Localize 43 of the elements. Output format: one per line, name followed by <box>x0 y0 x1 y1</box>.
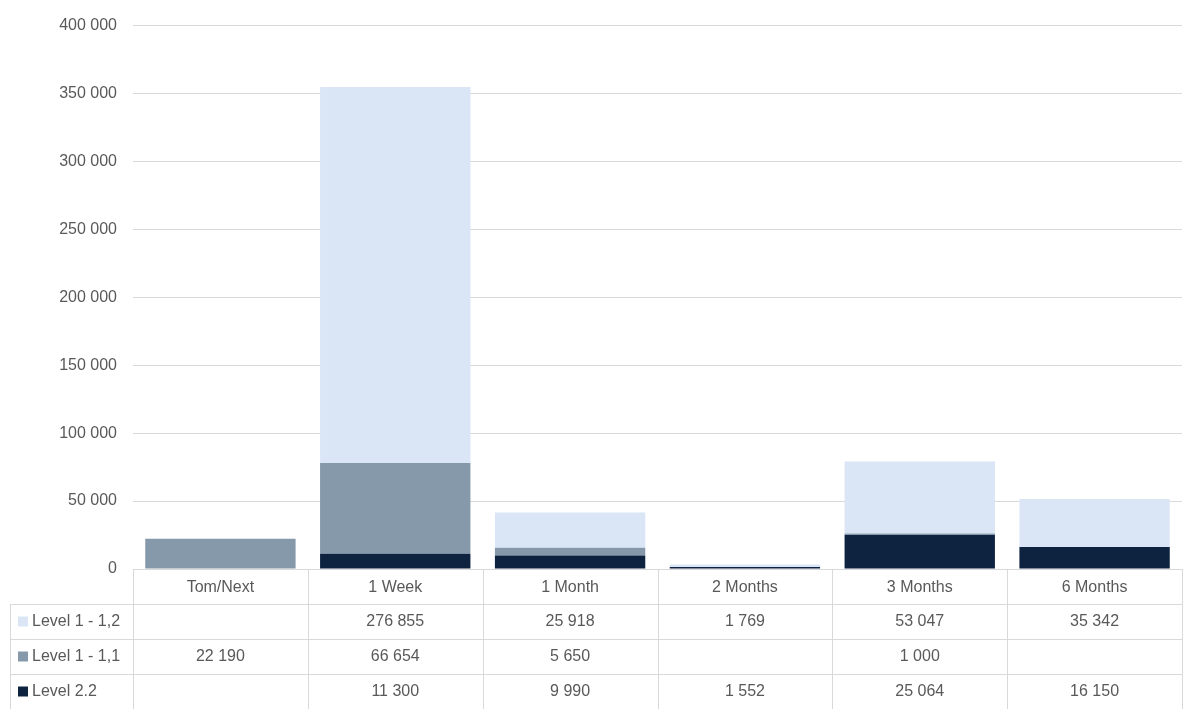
legend-label: Level 2.2 <box>32 681 98 699</box>
y-tick-label: 350 000 <box>59 83 118 101</box>
y-tick-label: 100 000 <box>59 423 118 441</box>
bar <box>494 547 646 556</box>
y-tick-label: 0 <box>108 559 118 577</box>
data-label: 66 654 <box>370 646 420 664</box>
x-tick-label: 2 Months <box>712 578 778 596</box>
bar <box>844 461 995 534</box>
x-tick-label: 1 Month <box>541 578 599 596</box>
bar <box>844 534 995 569</box>
y-tick-label: 150 000 <box>59 355 118 373</box>
bar <box>494 512 646 548</box>
bar <box>1019 547 1170 569</box>
data-label: 11 300 <box>371 681 420 699</box>
bar <box>145 538 296 569</box>
data-label: 25 064 <box>895 681 945 699</box>
y-tick-label: 300 000 <box>59 151 118 169</box>
bar <box>494 555 646 569</box>
x-tick-label: 3 Months <box>886 578 953 596</box>
bar <box>1019 499 1170 548</box>
x-tick-label: Tom/Next <box>186 578 255 596</box>
y-tick-label: 50 000 <box>68 491 118 509</box>
data-label: 25 918 <box>545 611 595 629</box>
data-label: 276 855 <box>366 611 425 629</box>
data-label: 16 150 <box>1070 681 1120 699</box>
legend-label: Level 1 - 1,2 <box>32 611 121 629</box>
data-label: 22 190 <box>195 646 245 664</box>
data-label: 9 990 <box>550 681 591 699</box>
bar <box>320 463 471 554</box>
data-label: 1 769 <box>724 611 766 629</box>
y-tick-label: 200 000 <box>59 287 118 305</box>
data-label: 1 552 <box>724 681 766 699</box>
data-label: 35 342 <box>1070 611 1120 629</box>
bar <box>320 553 471 569</box>
y-tick-label: 400 000 <box>59 16 118 34</box>
bar <box>320 86 471 464</box>
x-tick-label: 1 Week <box>368 578 424 596</box>
data-label: 5 650 <box>550 646 591 664</box>
data-label: 1 000 <box>899 646 940 664</box>
x-tick-label: 6 Months <box>1061 578 1128 596</box>
data-label: 53 047 <box>895 611 945 629</box>
y-tick-label: 250 000 <box>59 219 118 237</box>
legend-label: Level 1 - 1,1 <box>32 646 121 664</box>
